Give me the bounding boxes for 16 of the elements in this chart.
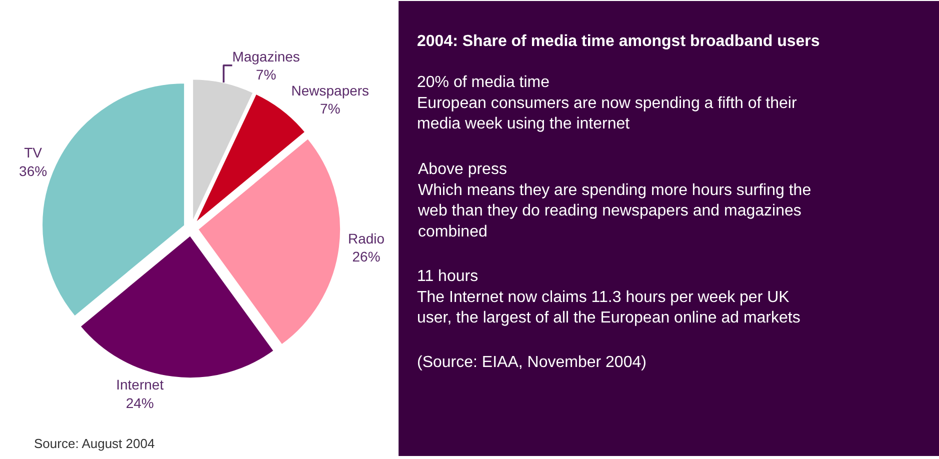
slice-label: Internet bbox=[116, 376, 164, 393]
text: Above press Which means they are spending more hours surfing the web than they do reading newspapers and magazines combined bbox=[417, 161, 812, 240]
data-label: 36% bbox=[19, 162, 48, 179]
text: 20% of media time European consumers are now spending a fifth of their media week using the internet bbox=[417, 74, 798, 133]
slice-label: Radio bbox=[348, 230, 385, 246]
data-label: 26% bbox=[352, 248, 380, 265]
text: 2004: Share of media time amongst broadband users bbox=[417, 33, 820, 50]
text: (Source: EIAA, November 2004) bbox=[417, 354, 646, 371]
data-label: 7% bbox=[320, 100, 340, 117]
slice-label: TV bbox=[24, 144, 43, 161]
slice-label: Magazines bbox=[232, 48, 300, 64]
slice-label: Newspapers bbox=[291, 82, 370, 99]
source-note: Source: August 2004 bbox=[34, 436, 155, 451]
data-label: 7% bbox=[256, 66, 276, 83]
text: 11 hours The Internet now claims 11.3 hours per week per UK user, the largest of all the European online ad markets bbox=[417, 268, 800, 327]
data-label: 24% bbox=[126, 394, 154, 411]
